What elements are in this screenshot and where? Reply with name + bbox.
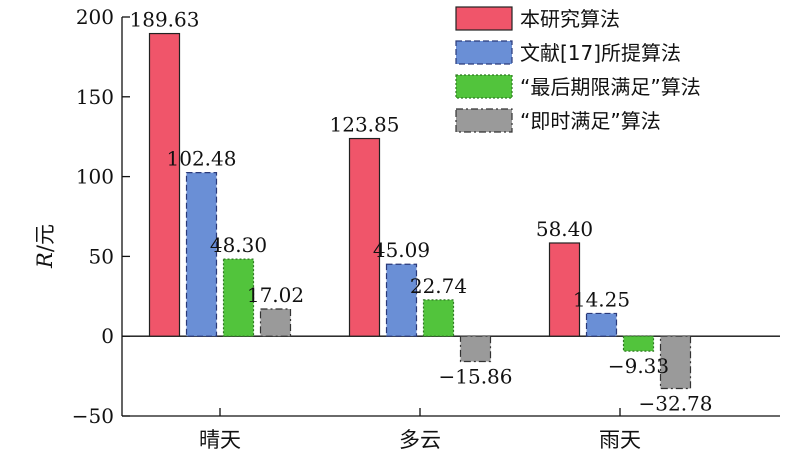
bar bbox=[422, 299, 455, 337]
data-label: −32.78 bbox=[638, 392, 712, 416]
data-label: 14.25 bbox=[573, 287, 630, 311]
bar bbox=[148, 32, 181, 337]
data-label: 58.40 bbox=[536, 217, 593, 241]
bar bbox=[548, 242, 581, 337]
chart-bars bbox=[148, 32, 692, 390]
legend-label: 文献[17]所提算法 bbox=[520, 41, 681, 65]
data-label: 17.02 bbox=[247, 283, 304, 307]
y-tick-label: 200 bbox=[76, 5, 114, 29]
y-tick-label: −50 bbox=[72, 404, 114, 428]
y-tick-label: 150 bbox=[76, 85, 114, 109]
bar bbox=[348, 137, 381, 337]
data-label: 48.30 bbox=[210, 233, 267, 257]
legend-swatch bbox=[455, 108, 513, 133]
data-label: −15.86 bbox=[438, 365, 512, 389]
data-label: 102.48 bbox=[167, 147, 237, 171]
x-category-label: 雨天 bbox=[599, 428, 641, 452]
chart-value-labels: 189.63 123.85 58.40 102.48 45.09 14.25 48.30 22… bbox=[130, 8, 713, 416]
y-tick-label: 0 bbox=[101, 324, 114, 348]
bar bbox=[459, 335, 492, 363]
legend-label: “即时满足”算法 bbox=[520, 109, 661, 133]
legend-label: “最后期限满足”算法 bbox=[520, 75, 701, 99]
x-category-label: 晴天 bbox=[199, 428, 241, 452]
data-label: 189.63 bbox=[130, 8, 200, 32]
data-label: −9.33 bbox=[608, 354, 669, 378]
y-tick-label: 100 bbox=[76, 165, 114, 189]
bar bbox=[185, 172, 218, 337]
legend-swatch bbox=[455, 74, 513, 99]
legend-label: 本研究算法 bbox=[520, 7, 620, 31]
x-category-label: 多云 bbox=[399, 428, 441, 452]
y-tick-label: 50 bbox=[89, 244, 114, 268]
y-axis-title-unit: /元 bbox=[33, 224, 57, 252]
legend-swatch bbox=[455, 40, 513, 65]
bar bbox=[659, 335, 692, 390]
bar bbox=[259, 308, 292, 337]
data-label: 45.09 bbox=[373, 238, 430, 262]
data-label: 22.74 bbox=[410, 274, 467, 298]
bar bbox=[222, 258, 255, 337]
legend-swatch bbox=[455, 6, 513, 31]
bar bbox=[385, 263, 418, 337]
y-axis-title-symbol: R bbox=[33, 252, 57, 269]
y-axis-title: R/元 bbox=[33, 224, 57, 269]
data-label: 123.85 bbox=[330, 113, 400, 137]
bar bbox=[585, 312, 618, 337]
bar bbox=[622, 335, 655, 352]
